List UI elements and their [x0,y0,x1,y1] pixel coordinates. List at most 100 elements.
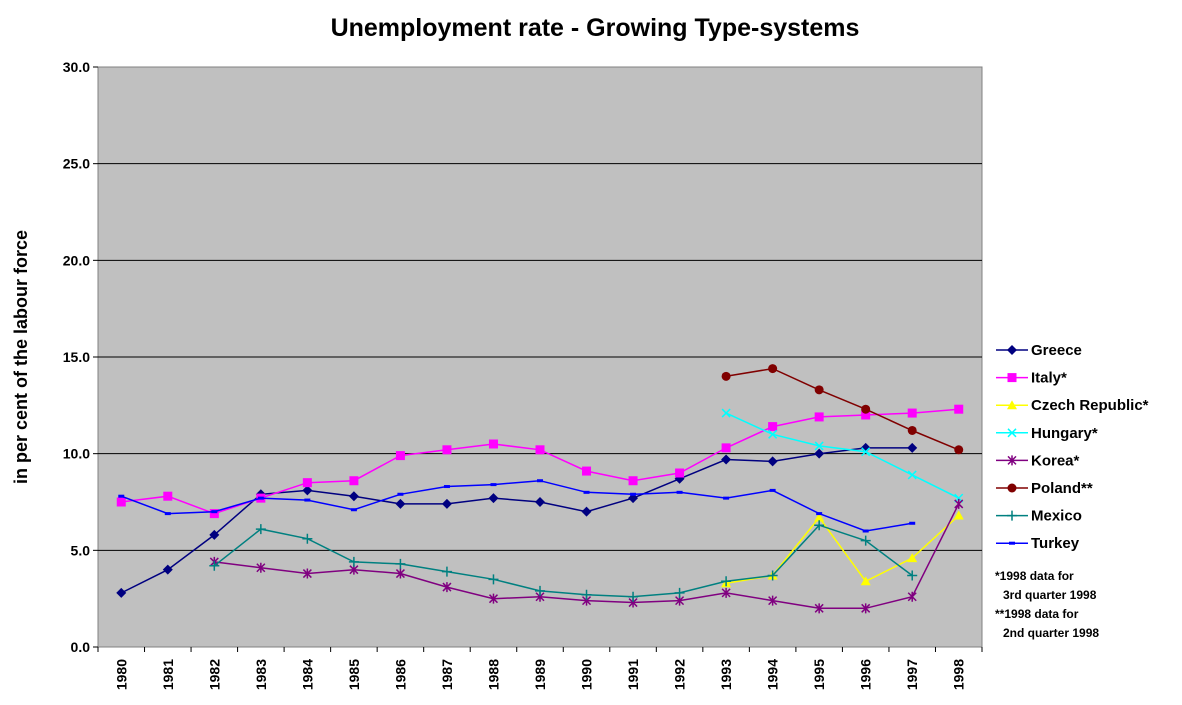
x-tick-label: 1989 [532,659,548,690]
legend-item: Greece [996,342,1082,359]
data-point [163,491,173,501]
data-point [907,570,918,581]
footnote-line: 3rd quarter 1998 [1003,588,1097,602]
footnote-line: **1998 data for [995,607,1079,621]
x-tick-label: 1982 [206,659,222,690]
data-point [768,364,778,374]
data-point [1009,541,1015,545]
data-point [816,512,823,516]
data-point [909,521,916,525]
x-tick-label: 1995 [811,659,827,690]
x-tick-label: 1984 [299,659,315,690]
series-line [725,412,960,499]
data-point [302,568,312,579]
data-point [954,445,964,455]
x-tick-label: 1986 [392,659,408,690]
series-korea [209,498,964,614]
data-point [211,510,218,514]
data-point [395,451,405,461]
data-point [861,447,871,457]
x-tick-label: 1981 [160,659,176,690]
y-tick-label: 10.0 [63,446,90,462]
data-point [721,576,732,587]
data-point [583,490,590,494]
x-tick-label: 1998 [951,659,967,690]
x-tick-label: 1985 [346,659,362,690]
data-point [442,445,452,455]
y-tick-label: 5.0 [71,542,91,558]
legend-label: Hungary* [1031,425,1098,442]
legend-item: Mexico [996,508,1082,525]
data-point [721,454,732,465]
series-line [725,367,959,451]
legend-label: Poland** [1031,480,1093,497]
data-point [954,404,964,414]
series-group [116,364,964,614]
data-point [676,490,683,494]
data-point [256,562,266,573]
footnote-line: *1998 data for [995,569,1074,583]
x-tick-label: 1991 [625,659,641,690]
data-point [302,478,312,488]
data-point [861,410,871,420]
x-tick-label: 1988 [485,659,501,690]
y-axis-label: in per cent of the labour force [11,230,31,484]
data-point [116,497,126,507]
data-point [721,408,731,418]
series-hungary [721,408,964,503]
legend-label: Greece [1031,342,1082,359]
data-point [209,529,220,540]
data-point [535,445,545,455]
data-point [1007,400,1017,410]
series-line [121,479,913,532]
data-point [1007,510,1017,521]
data-point [118,494,125,498]
data-point [582,466,592,476]
data-point [1007,373,1017,383]
y-axis: 0.0 5.0 10.0 15.0 20.0 25.0 30.0 [63,59,98,655]
data-point [814,441,824,451]
data-point [721,587,731,598]
data-point [395,558,406,569]
x-tick-label: 1990 [579,659,595,690]
data-point [164,512,171,516]
data-point [255,524,266,535]
x-tick-label: 1992 [672,659,688,690]
data-point [581,589,592,600]
x-tick-label: 1993 [718,659,734,690]
data-point [768,422,778,432]
legend-item: Poland** [996,480,1093,497]
data-point [767,570,778,581]
y-tick-label: 25.0 [63,156,90,172]
footnote-line: 2nd quarter 1998 [1003,626,1099,640]
y-tick-label: 30.0 [63,59,90,75]
data-point [814,520,825,531]
x-tick-label: 1996 [858,659,874,690]
data-point [1007,428,1017,438]
data-point [397,492,404,496]
data-point [768,595,778,606]
data-point [814,448,825,459]
x-tick-label: 1987 [439,659,455,690]
data-point [535,585,545,596]
data-point [488,493,499,504]
data-point [116,587,127,598]
data-point [769,488,776,492]
data-point [304,498,311,502]
legend-item: Hungary* [996,425,1098,442]
footnotes: *1998 data for 3rd quarter 1998 **1998 dat… [995,569,1099,640]
series-line [213,524,913,598]
data-point [488,439,498,449]
data-point [630,492,637,496]
data-point [721,371,731,381]
data-point [675,468,685,478]
data-point [441,566,452,577]
x-tick-label: 1997 [904,659,920,690]
data-point [723,496,730,500]
data-point [395,498,406,509]
data-point [628,476,638,486]
data-point [1007,483,1017,493]
data-point [395,568,405,579]
data-point [628,591,639,602]
